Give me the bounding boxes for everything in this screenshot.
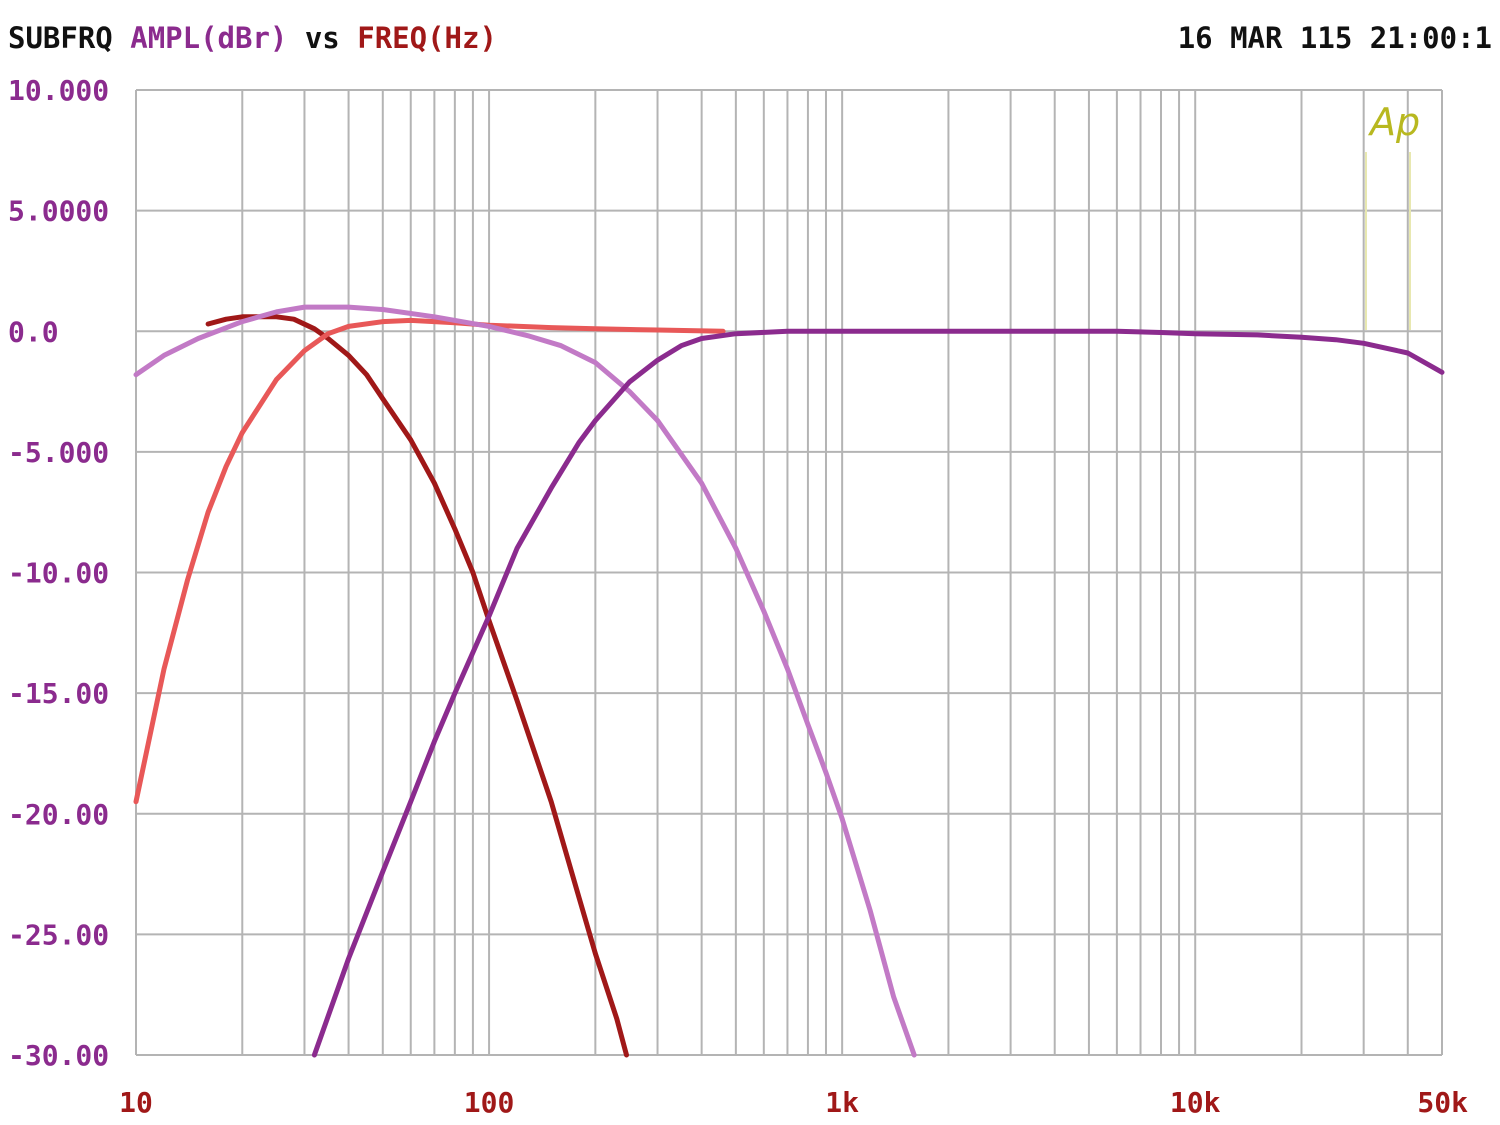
x-tick-label: 100: [464, 1086, 515, 1119]
y-tick-label: -25.00: [8, 918, 109, 951]
y-tick-label: -20.00: [8, 798, 109, 831]
series-curves: [133, 304, 1445, 1058]
series-line-4: [311, 328, 1445, 1058]
series-line-1: [205, 314, 629, 1058]
y-tick-label: 5.0000: [8, 195, 109, 228]
chart-header-left: SUBFRQ AMPL(dBr) vs FREQ(Hz): [8, 18, 497, 58]
y-tick-label: 10.000: [8, 74, 109, 107]
grid-lines: [135, 89, 1443, 1056]
x-tick-label: 10: [119, 1086, 153, 1119]
series-line-2: [133, 317, 726, 805]
series-line-3: [133, 304, 917, 1058]
ap-logo: Ap: [1367, 100, 1420, 144]
timestamp: 16 MAR 115 21:00:1: [1177, 21, 1492, 55]
x-tick-label: 1k: [825, 1086, 859, 1119]
vs-label: vs: [304, 21, 340, 55]
y-tick-label: -15.00: [8, 677, 109, 710]
tick-labels: 10.000 5.0000 0.0 -5.000 -10.00 -15.00 -20.00 -…: [8, 74, 1468, 1119]
x-tick-label: 50k: [1417, 1086, 1468, 1119]
y-quantity-label: AMPL(dBr): [130, 21, 288, 55]
x-quantity-label: FREQ(Hz): [357, 21, 497, 55]
instrument-label: SUBFRQ: [8, 21, 113, 55]
x-tick-label: 10k: [1170, 1086, 1221, 1119]
y-tick-label: -10.00: [8, 557, 109, 590]
y-tick-label: -5.000: [8, 436, 109, 469]
y-tick-label: 0.0: [8, 315, 59, 348]
y-tick-label: -30.00: [8, 1039, 109, 1072]
logo-marks: [1365, 152, 1411, 330]
